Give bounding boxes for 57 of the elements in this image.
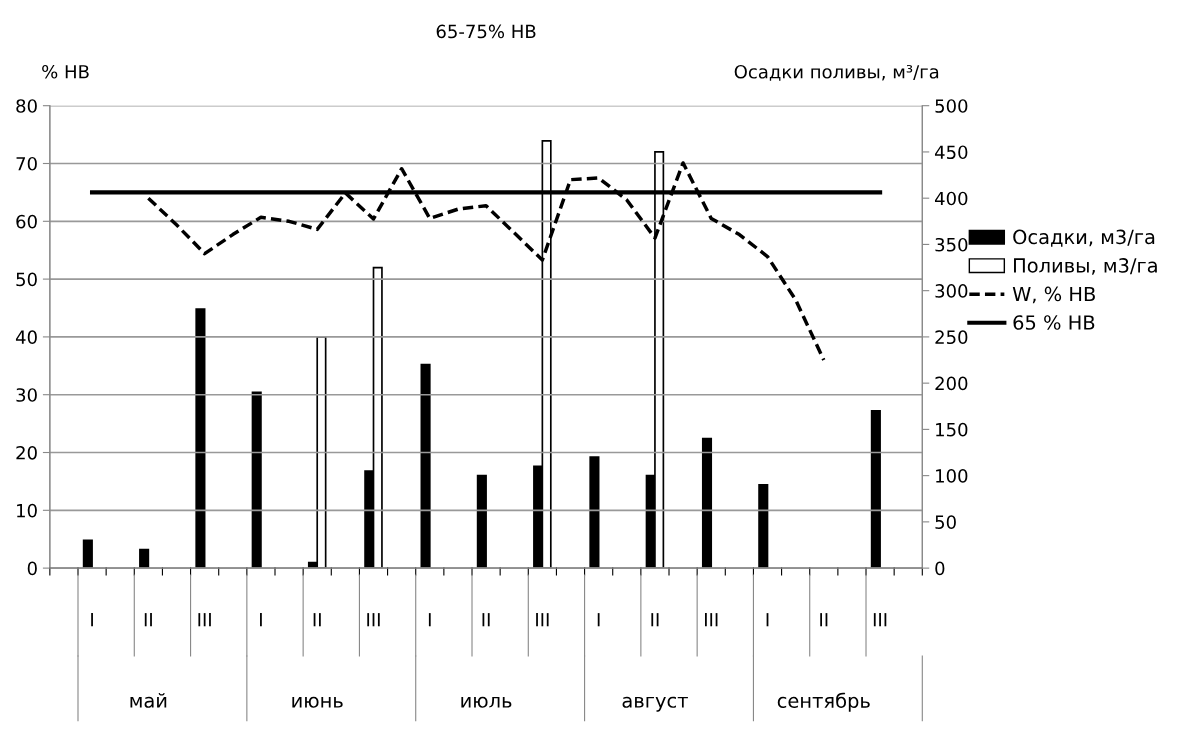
bar xyxy=(195,308,206,569)
x-tick-label: I xyxy=(428,613,431,627)
legend-label: Поливы, м3/га xyxy=(1014,258,1157,275)
x-tick-label: III xyxy=(198,613,211,627)
text: май xyxy=(130,692,167,708)
bar xyxy=(139,548,150,569)
x-tick-label: II xyxy=(482,613,490,627)
y2-tick-label: 250 xyxy=(935,330,968,345)
y-tick-label: 40 xyxy=(15,330,37,345)
text: июль xyxy=(461,696,512,708)
legend-label: Осадки, м3/га xyxy=(1013,229,1155,247)
y-tick-label: 30 xyxy=(16,388,37,402)
x-tick-label: III xyxy=(536,613,549,627)
y-tick-label: 70 xyxy=(16,156,37,171)
x-tick-label: II xyxy=(144,613,152,627)
bar xyxy=(82,539,93,569)
text: июнь xyxy=(292,696,343,708)
text: август xyxy=(622,696,688,712)
bar xyxy=(758,484,769,569)
y2-tick-label: 350 xyxy=(935,237,968,252)
bar xyxy=(870,410,881,569)
x-tick-label: I xyxy=(91,613,93,627)
y-tick-label: 20 xyxy=(16,445,37,460)
text: сентябрь xyxy=(777,692,870,712)
legend-label: 65 % НВ xyxy=(1013,315,1095,330)
x-tick-label: I xyxy=(260,613,262,627)
bar xyxy=(251,391,262,569)
y2-tick-label: 150 xyxy=(936,422,968,437)
y2-tick-label: 500 xyxy=(935,99,968,113)
y-tick-label: 60 xyxy=(16,214,37,229)
y2-tick-label: 50 xyxy=(935,515,956,529)
x-tick-label: I xyxy=(597,613,600,627)
bar xyxy=(476,474,487,569)
y-tick-label: 80 xyxy=(16,99,37,113)
y2-tick-label: 300 xyxy=(935,284,968,298)
x-tick-label: III xyxy=(705,613,718,627)
x-tick-label: II xyxy=(313,613,321,627)
y-tick-label: 10 xyxy=(17,503,37,518)
y2-tick-label: 0 xyxy=(935,561,945,576)
bar xyxy=(701,437,713,569)
x-tick-label: III xyxy=(873,613,887,627)
legend-label: W, % НВ xyxy=(1012,286,1095,304)
y2-tick-label: 450 xyxy=(934,145,968,160)
y2-tick-label: 200 xyxy=(935,376,968,391)
y-tick-label: 0 xyxy=(27,561,37,576)
bar xyxy=(589,456,600,569)
x-tick-label: II xyxy=(820,613,828,627)
y-tick-label: 50 xyxy=(16,272,37,287)
y2-tick-label: 400 xyxy=(934,191,968,206)
x-tick-label: III xyxy=(367,613,380,627)
chart-title: 65-75% НВ xyxy=(436,24,536,39)
y2-axis-title: Осадки поливы, м³/га xyxy=(734,64,939,81)
bar xyxy=(420,363,431,569)
y2-tick-label: 100 xyxy=(936,469,968,483)
y-axis-title: % НВ xyxy=(42,64,89,79)
x-tick-label: II xyxy=(651,613,659,627)
x-tick-label: I xyxy=(766,613,769,627)
